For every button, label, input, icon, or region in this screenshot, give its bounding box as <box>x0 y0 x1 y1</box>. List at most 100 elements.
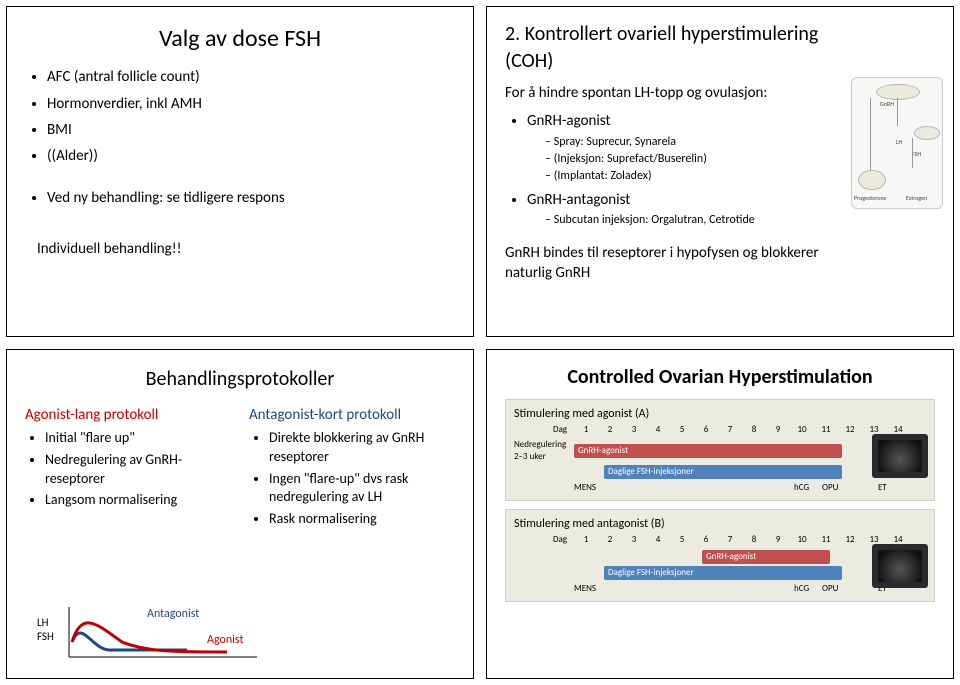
fsh-bar: Daglige FSH-injeksjoner <box>604 566 842 580</box>
legend-agonist: Agonist <box>207 632 243 648</box>
day: 2 <box>598 534 622 546</box>
day: 6 <box>694 534 718 546</box>
panel1-title: Valg av dose FSH <box>65 23 415 55</box>
antagonist-column: Antagonist-kort protokoll Direkte blokke… <box>249 405 455 533</box>
day: 12 <box>838 534 862 546</box>
day: 11 <box>814 424 838 436</box>
day: 5 <box>670 424 694 436</box>
day: 2 <box>598 424 622 436</box>
panel-coh-schedule: Controlled Ovarian Hyperstimulation Stim… <box>486 349 954 680</box>
list-item: (Implantat: Zoladex) <box>545 168 827 184</box>
panel1-note: Individuell behandling!! <box>37 239 455 259</box>
antagonist-head: Antagonist-kort protokoll <box>249 405 455 425</box>
day: 4 <box>646 424 670 436</box>
list-item: Spray: Suprecur, Synarela <box>545 134 827 150</box>
list-item: Direkte blokkering av GnRH reseptorer <box>269 429 455 467</box>
agonist-line <box>72 623 227 652</box>
day: 10 <box>790 534 814 546</box>
list-item: ((Alder)) <box>47 146 455 166</box>
axis-label: ET <box>878 482 898 494</box>
coh-box-b: Stimulering med antagonist (B) Dag 12 345… <box>505 509 935 601</box>
boxB-bar-row-bot: Daglige FSH-injeksjoner <box>514 566 926 580</box>
pituitary-node <box>914 126 940 140</box>
ultrasound-thumb <box>872 544 928 588</box>
panel4-title: Controlled Ovarian Hyperstimulation <box>505 364 935 391</box>
day: 11 <box>814 534 838 546</box>
scan-icon <box>878 440 922 472</box>
panel2-title: 2. Kontrollert ovariell hyperstimulering… <box>505 21 935 75</box>
antagonist-line <box>72 633 187 650</box>
agonist-label: GnRH-agonist <box>527 112 611 130</box>
scan-icon <box>878 550 922 582</box>
agonist-sublist: Spray: Suprecur, Synarela (Injeksjon: Su… <box>527 134 827 185</box>
gnrh-agonist-bar: GnRH-agonist <box>574 444 842 458</box>
arrow-icon <box>897 98 898 126</box>
panel1-list: AFC (antral follicle count) Hormonverdie… <box>25 67 455 208</box>
list-item: Langsom normalisering <box>45 491 231 510</box>
dag-label: Dag <box>546 424 574 436</box>
axis-label: hCG <box>794 482 822 494</box>
ultrasound-thumb <box>872 434 928 478</box>
arrow-icon <box>870 98 871 170</box>
boxB-bar-row-top: GnRH-agonist <box>514 550 926 564</box>
boxA-bar-row-top: Nedregulering 2–3 uker GnRH-agonist <box>514 439 926 463</box>
panel3-title: Behandlingsprotokoller <box>25 366 455 393</box>
day: 4 <box>646 534 670 546</box>
legend-antagonist: Antagonist <box>147 606 199 622</box>
list-item: Subcutan injeksjon: Orgalutran, Cetrotid… <box>545 212 827 228</box>
list-item: AFC (antral follicle count) <box>47 67 455 87</box>
diagram-label: GnRH <box>880 100 894 108</box>
fsh-bar: Daglige FSH-injeksjoner <box>604 465 842 479</box>
axis-spacer <box>850 482 878 494</box>
axis-spacer <box>624 583 794 595</box>
day: 5 <box>670 534 694 546</box>
list-item: Ved ny behandling: se tidligere respons <box>47 188 455 208</box>
day: 6 <box>694 424 718 436</box>
antagonist-list: Direkte blokkering av GnRH reseptorer In… <box>249 429 455 529</box>
list-item: Nedregulering av GnRH- reseptorer <box>45 451 231 489</box>
diagram-label: Estrogen <box>906 194 927 202</box>
antagonist-item: GnRH-antagonist Subcutan injeksjon: Orga… <box>527 190 827 228</box>
coh-box-a: Stimulering med agonist (A) Dag 12 345678… <box>505 399 935 502</box>
boxA-bar-row-bot: Daglige FSH-injeksjoner <box>514 465 926 479</box>
panel-protokoller: Behandlingsprotokoller Agonist-lang prot… <box>6 349 474 680</box>
axis-label: hCG <box>794 583 822 595</box>
protocol-columns: Agonist-lang protokoll Initial "flare up… <box>25 405 455 533</box>
day: 3 <box>622 424 646 436</box>
boxA-header: Stimulering med agonist (A) <box>514 406 926 422</box>
axis-label: MENS <box>574 482 624 494</box>
antagonist-label: GnRH-antagonist <box>527 191 630 209</box>
dag-label: Dag <box>546 534 574 546</box>
chart-ylabel: LH <box>37 616 48 631</box>
axis-label: OPU <box>822 482 850 494</box>
list-item: Ingen "flare-up" dvs rask nedregulering … <box>269 470 455 508</box>
panel-dose-fsh: Valg av dose FSH AFC (antral follicle co… <box>6 6 474 337</box>
diagram-label: FSH <box>912 150 921 158</box>
day: 7 <box>718 424 742 436</box>
list-item: Hormonverdier, inkl AMH <box>47 94 455 114</box>
agonist-head: Agonist-lang protokoll <box>25 405 231 425</box>
boxB-header: Stimulering med antagonist (B) <box>514 516 926 532</box>
day: 12 <box>838 424 862 436</box>
boxA-left-note: Nedregulering 2–3 uker <box>514 439 574 463</box>
list-item: (Injeksjon: Suprefact/Buserelin) <box>545 151 827 167</box>
day: 7 <box>718 534 742 546</box>
axis-label: OPU <box>822 583 850 595</box>
day: 8 <box>742 424 766 436</box>
list-item: Initial "flare up" <box>45 429 231 448</box>
panel-coh: 2. Kontrollert ovariell hyperstimulering… <box>486 6 954 337</box>
panel2-list: GnRH-agonist Spray: Suprecur, Synarela (… <box>505 111 827 228</box>
day: 3 <box>622 534 646 546</box>
agonist-item: GnRH-agonist Spray: Suprecur, Synarela (… <box>527 111 827 184</box>
ovaries-node <box>858 170 886 190</box>
axis-spacer <box>624 482 794 494</box>
agonist-column: Agonist-lang protokoll Initial "flare up… <box>25 405 231 533</box>
diagram-label: Progesterone <box>854 194 887 202</box>
panel2-footer: GnRH bindes til reseptorer i hypofysen o… <box>505 243 825 284</box>
day: 8 <box>742 534 766 546</box>
day: 9 <box>766 424 790 436</box>
arrow-icon <box>912 138 913 168</box>
list-item: BMI <box>47 120 455 140</box>
diagram-label: LH <box>896 138 902 146</box>
boxA-axis: MENS hCG OPU ET <box>574 482 926 494</box>
